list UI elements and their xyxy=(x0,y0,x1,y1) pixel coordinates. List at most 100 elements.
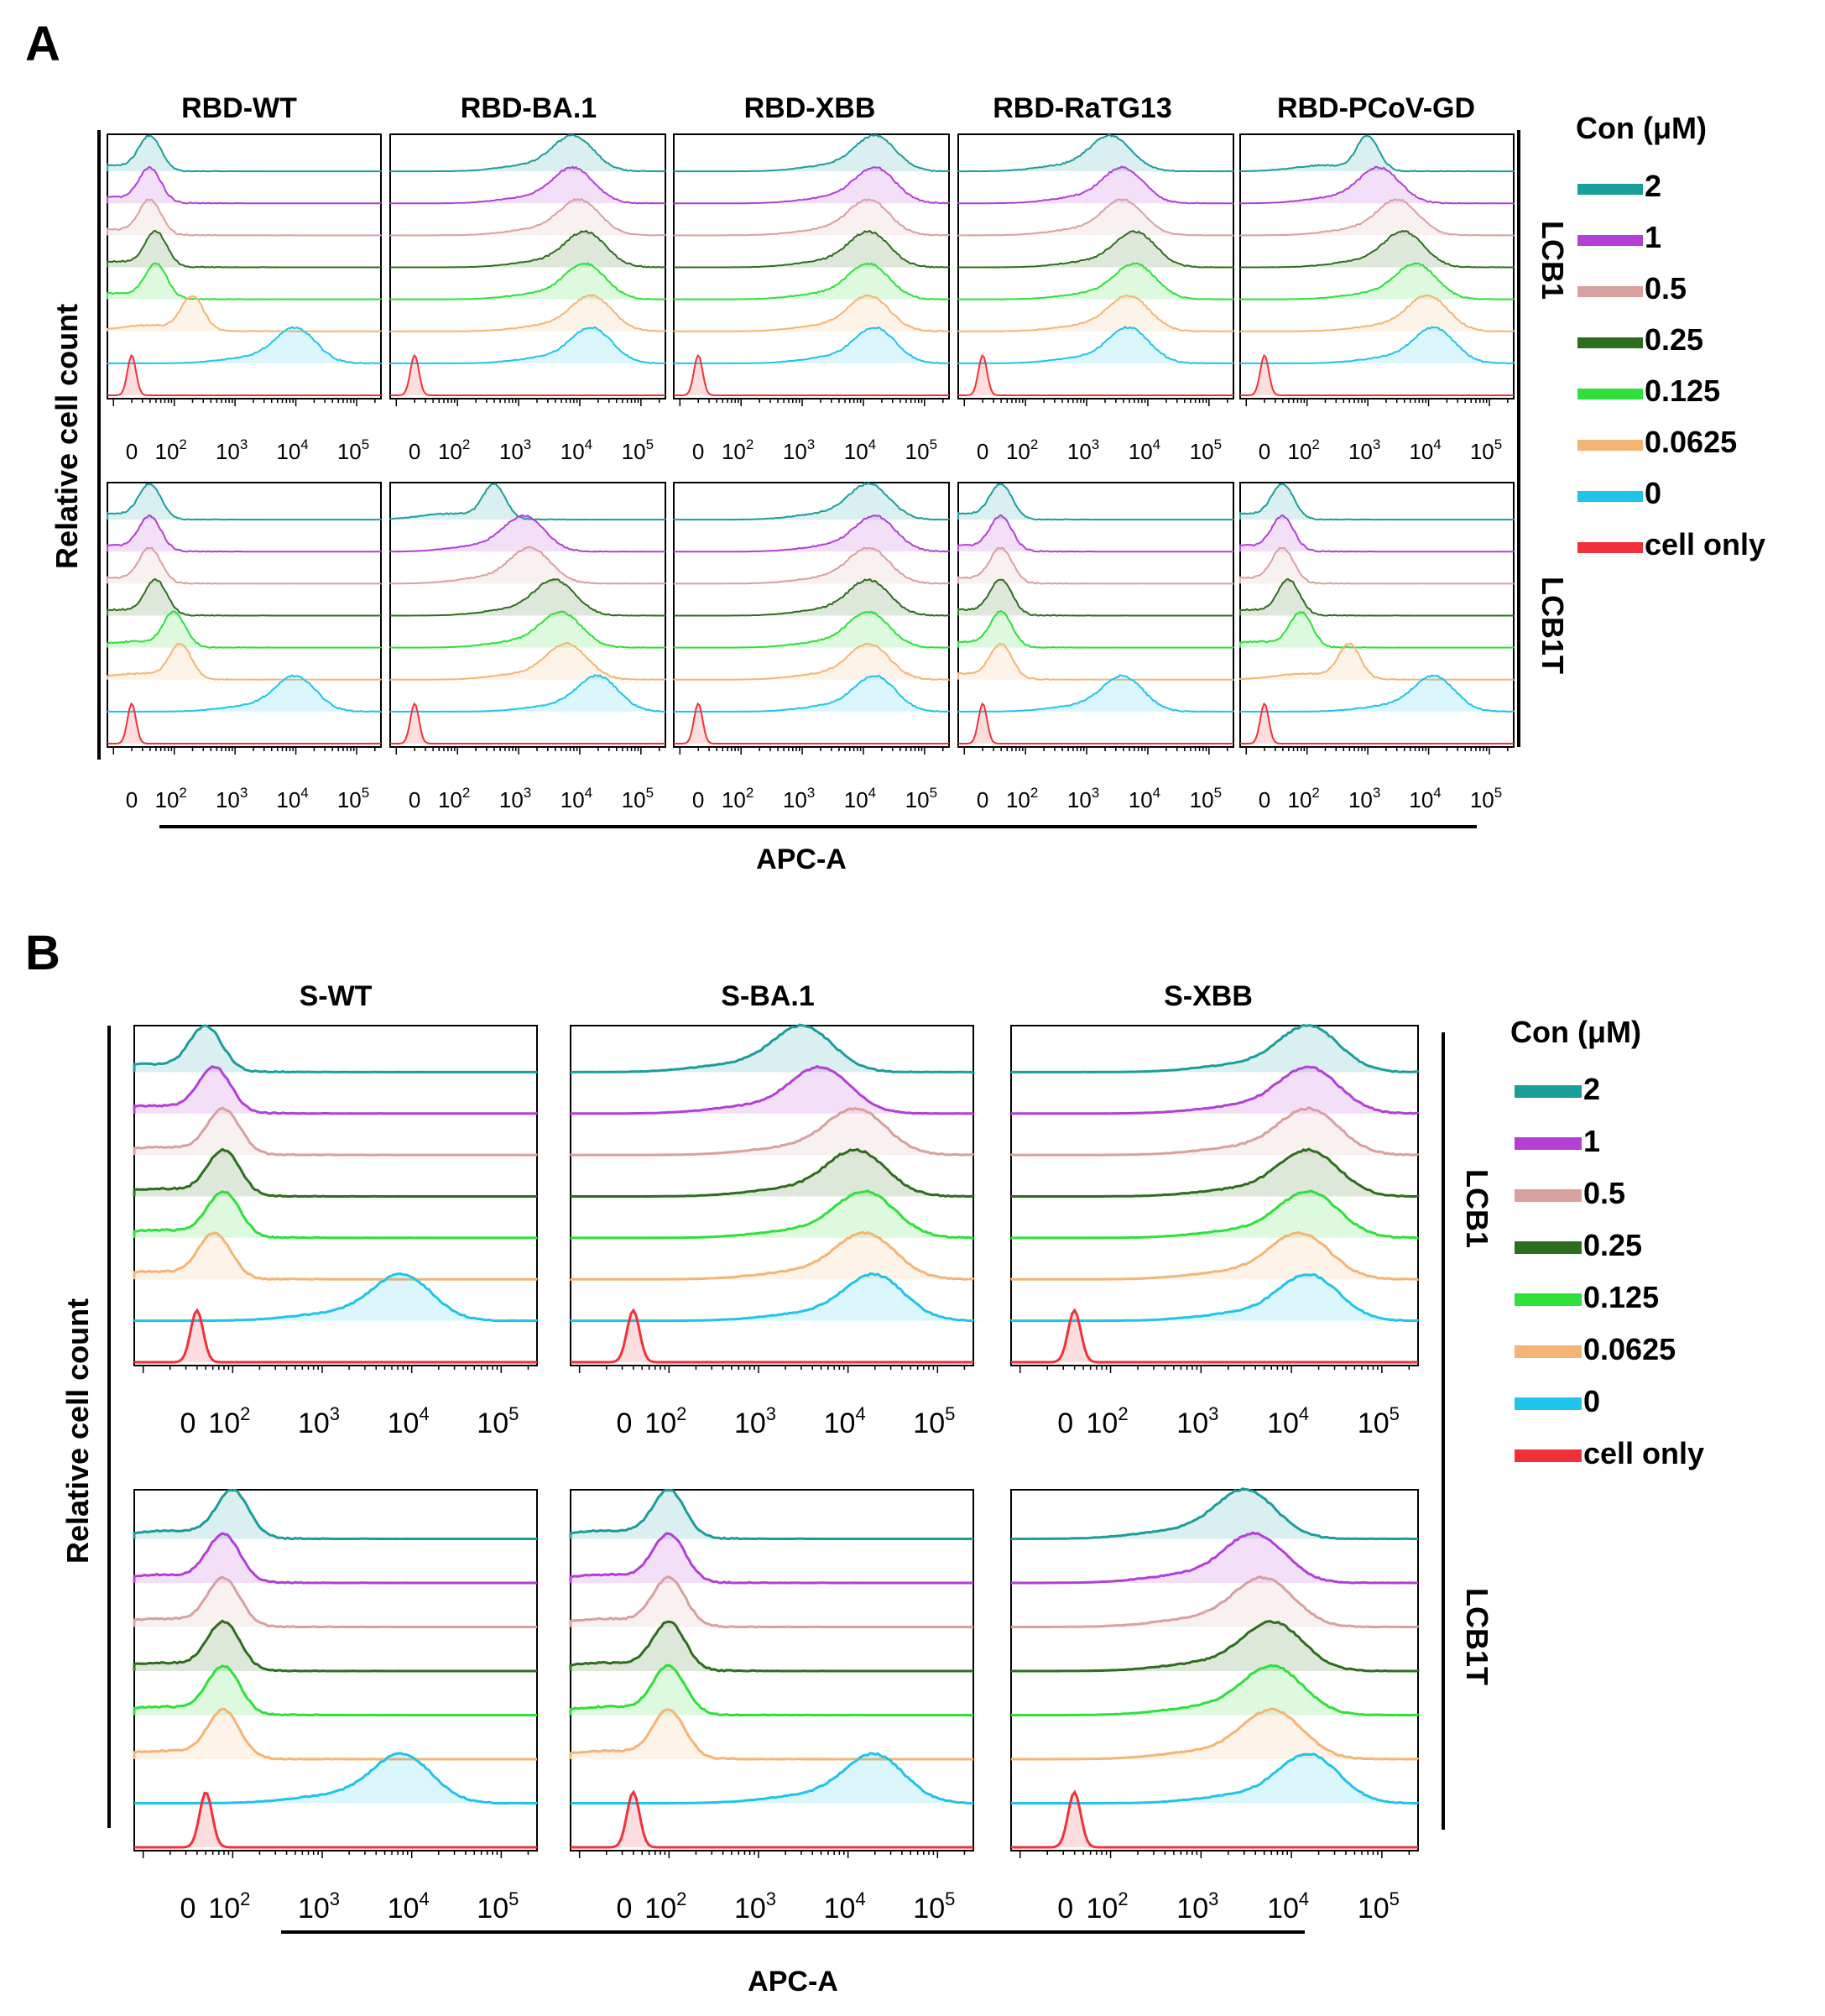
legend-label-0: 0 xyxy=(1645,476,1661,510)
histogram-line-cell-only xyxy=(107,353,381,396)
histogram-fill-1 xyxy=(1240,515,1514,552)
tick-label: 103 xyxy=(734,1888,776,1925)
tick-exponent: 4 xyxy=(1433,785,1441,801)
tick-exponent: 4 xyxy=(1153,436,1160,452)
histogram-line-0-25 xyxy=(958,230,1234,269)
legend-label-cell-only: cell only xyxy=(1583,1436,1704,1470)
histogram-fill-0-5 xyxy=(390,546,665,584)
axis-ticks xyxy=(395,747,660,755)
histogram-line-0-125 xyxy=(957,609,1234,649)
histogram-fill-cell-only xyxy=(674,355,949,395)
tick-label: 103 xyxy=(1176,1403,1218,1439)
histogram-fill-0-25 xyxy=(674,579,949,616)
histogram-fill-0-125 xyxy=(571,1665,973,1716)
legend-label-1: 1 xyxy=(1645,220,1661,254)
histogram-line-0-5 xyxy=(957,198,1234,237)
histogram-fill-0-125 xyxy=(390,611,665,648)
col-title-rbd-xbb: RBD-XBB xyxy=(744,92,876,124)
legend-label-0: 0 xyxy=(1583,1384,1600,1418)
tick-label: 102 xyxy=(208,1888,250,1925)
tick-exponent: 2 xyxy=(179,785,186,801)
axis-ticks xyxy=(395,399,660,406)
tick-exponent: 3 xyxy=(766,1403,776,1424)
histogram-line-cell-only xyxy=(1240,702,1514,744)
histogram-line-0-0625 xyxy=(673,642,950,681)
histogram-fill-0-5 xyxy=(571,1576,973,1627)
histogram-line-0-5 xyxy=(569,1107,975,1157)
histogram-line-1 xyxy=(1009,1065,1420,1115)
histogram-line-2 xyxy=(107,483,382,521)
tick-label: 102 xyxy=(1087,1888,1129,1925)
tick-label: 0 xyxy=(180,1408,196,1439)
tick-label: 104 xyxy=(561,785,592,812)
tick-label: 104 xyxy=(1129,436,1160,464)
histogram-fill-2 xyxy=(1011,1025,1418,1073)
histogram-fill-cell-only xyxy=(1240,703,1514,744)
tick-exponent: 3 xyxy=(1092,436,1099,452)
histogram-fill-1 xyxy=(958,515,1233,552)
histogram-panel-a-lcb1t-rbd-xbb: 0 102 103 104 105 xyxy=(673,482,950,812)
legend-label-0-125: 0.125 xyxy=(1583,1280,1659,1314)
histogram-line-0 xyxy=(957,674,1234,713)
histogram-line-0-125 xyxy=(1011,1663,1420,1717)
histogram-line-0-0625 xyxy=(1009,1230,1420,1281)
histogram-line-2 xyxy=(957,483,1234,521)
histogram-fill-0-5 xyxy=(390,199,665,236)
tick-label: 105 xyxy=(913,1403,955,1439)
histogram-panel-a-lcb1t-rbd-wt: 0 102 103 104 105 xyxy=(107,482,382,812)
tick-exponent: 3 xyxy=(240,436,248,452)
tick-label: 103 xyxy=(1067,436,1099,464)
histogram-panel-a-lcb1-rbd-ratg13: 0 102 103 104 105 xyxy=(957,133,1234,464)
histogram-fill-0-25 xyxy=(674,231,949,268)
tick-label: 103 xyxy=(1348,785,1380,812)
histogram-fill-1 xyxy=(571,1066,973,1114)
histogram-fill-0 xyxy=(390,675,665,712)
histogram-fill-0-5 xyxy=(107,199,381,236)
histogram-line-0-5 xyxy=(673,546,950,585)
histogram-fill-0-0625 xyxy=(390,642,665,680)
histogram-fill-0-125 xyxy=(107,263,381,300)
histogram-line-0-5 xyxy=(389,197,666,237)
legend-a: Con (μM) 2 1 0.5 0.25 0.125 0.0625 0 cell only xyxy=(1576,111,1765,561)
tick-label: 104 xyxy=(276,436,308,464)
histogram-fill-cell-only xyxy=(1240,355,1514,395)
tick-label: 103 xyxy=(216,436,248,464)
legend-label-cell-only: cell only xyxy=(1645,527,1765,561)
histogram-fill-2 xyxy=(571,1490,973,1539)
histogram-line-1 xyxy=(673,166,950,205)
histogram-panel-b-lcb1-s-ba-1: 0 102 103 104 105 xyxy=(569,1023,975,1439)
tick-label: 102 xyxy=(208,1403,250,1439)
histogram-line-1 xyxy=(569,1064,975,1115)
tick-label: 104 xyxy=(1267,1888,1309,1925)
histogram-line-2 xyxy=(957,133,1234,173)
histogram-panel-a-lcb1-rbd-pcov-gd: 0 102 103 104 105 xyxy=(1239,133,1515,464)
tick-exponent: 5 xyxy=(1214,436,1222,452)
legend-swatch-0-0625 xyxy=(1515,1345,1582,1358)
panel-a-letter: A xyxy=(25,17,60,71)
histogram-line-2 xyxy=(107,134,382,173)
col-title-s-xbb: S-XBB xyxy=(1164,980,1253,1012)
histogram-fill-0 xyxy=(674,675,949,712)
histogram-line-cell-only xyxy=(958,353,1233,396)
histogram-fill-0-25 xyxy=(1240,231,1514,268)
histogram-fill-0-0625 xyxy=(674,295,949,332)
tick-label: 104 xyxy=(1409,785,1441,812)
histogram-fill-0-5 xyxy=(1011,1107,1418,1156)
histogram-line-0-125 xyxy=(569,1189,975,1240)
histogram-line-2 xyxy=(569,1023,975,1073)
histogram-line-1 xyxy=(1011,1531,1418,1585)
histogram-fill-0-0625 xyxy=(107,643,381,680)
histogram-line-1 xyxy=(107,165,382,205)
histogram-panel-a-lcb1t-rbd-ba-1: 0 102 103 104 105 xyxy=(389,482,666,812)
row-label-b-lcb1t: LCB1T xyxy=(1460,1588,1494,1685)
axis-ticks xyxy=(578,1851,966,1858)
tick-label: 102 xyxy=(438,436,470,464)
tick-exponent: 3 xyxy=(807,436,815,452)
histogram-line-1 xyxy=(389,165,666,205)
tick-label: 104 xyxy=(844,436,876,464)
tick-label: 0 xyxy=(692,787,704,812)
histogram-fill-1 xyxy=(1240,166,1514,204)
histogram-fill-0-0625 xyxy=(390,295,665,332)
histogram-line-0-125 xyxy=(1239,610,1515,649)
